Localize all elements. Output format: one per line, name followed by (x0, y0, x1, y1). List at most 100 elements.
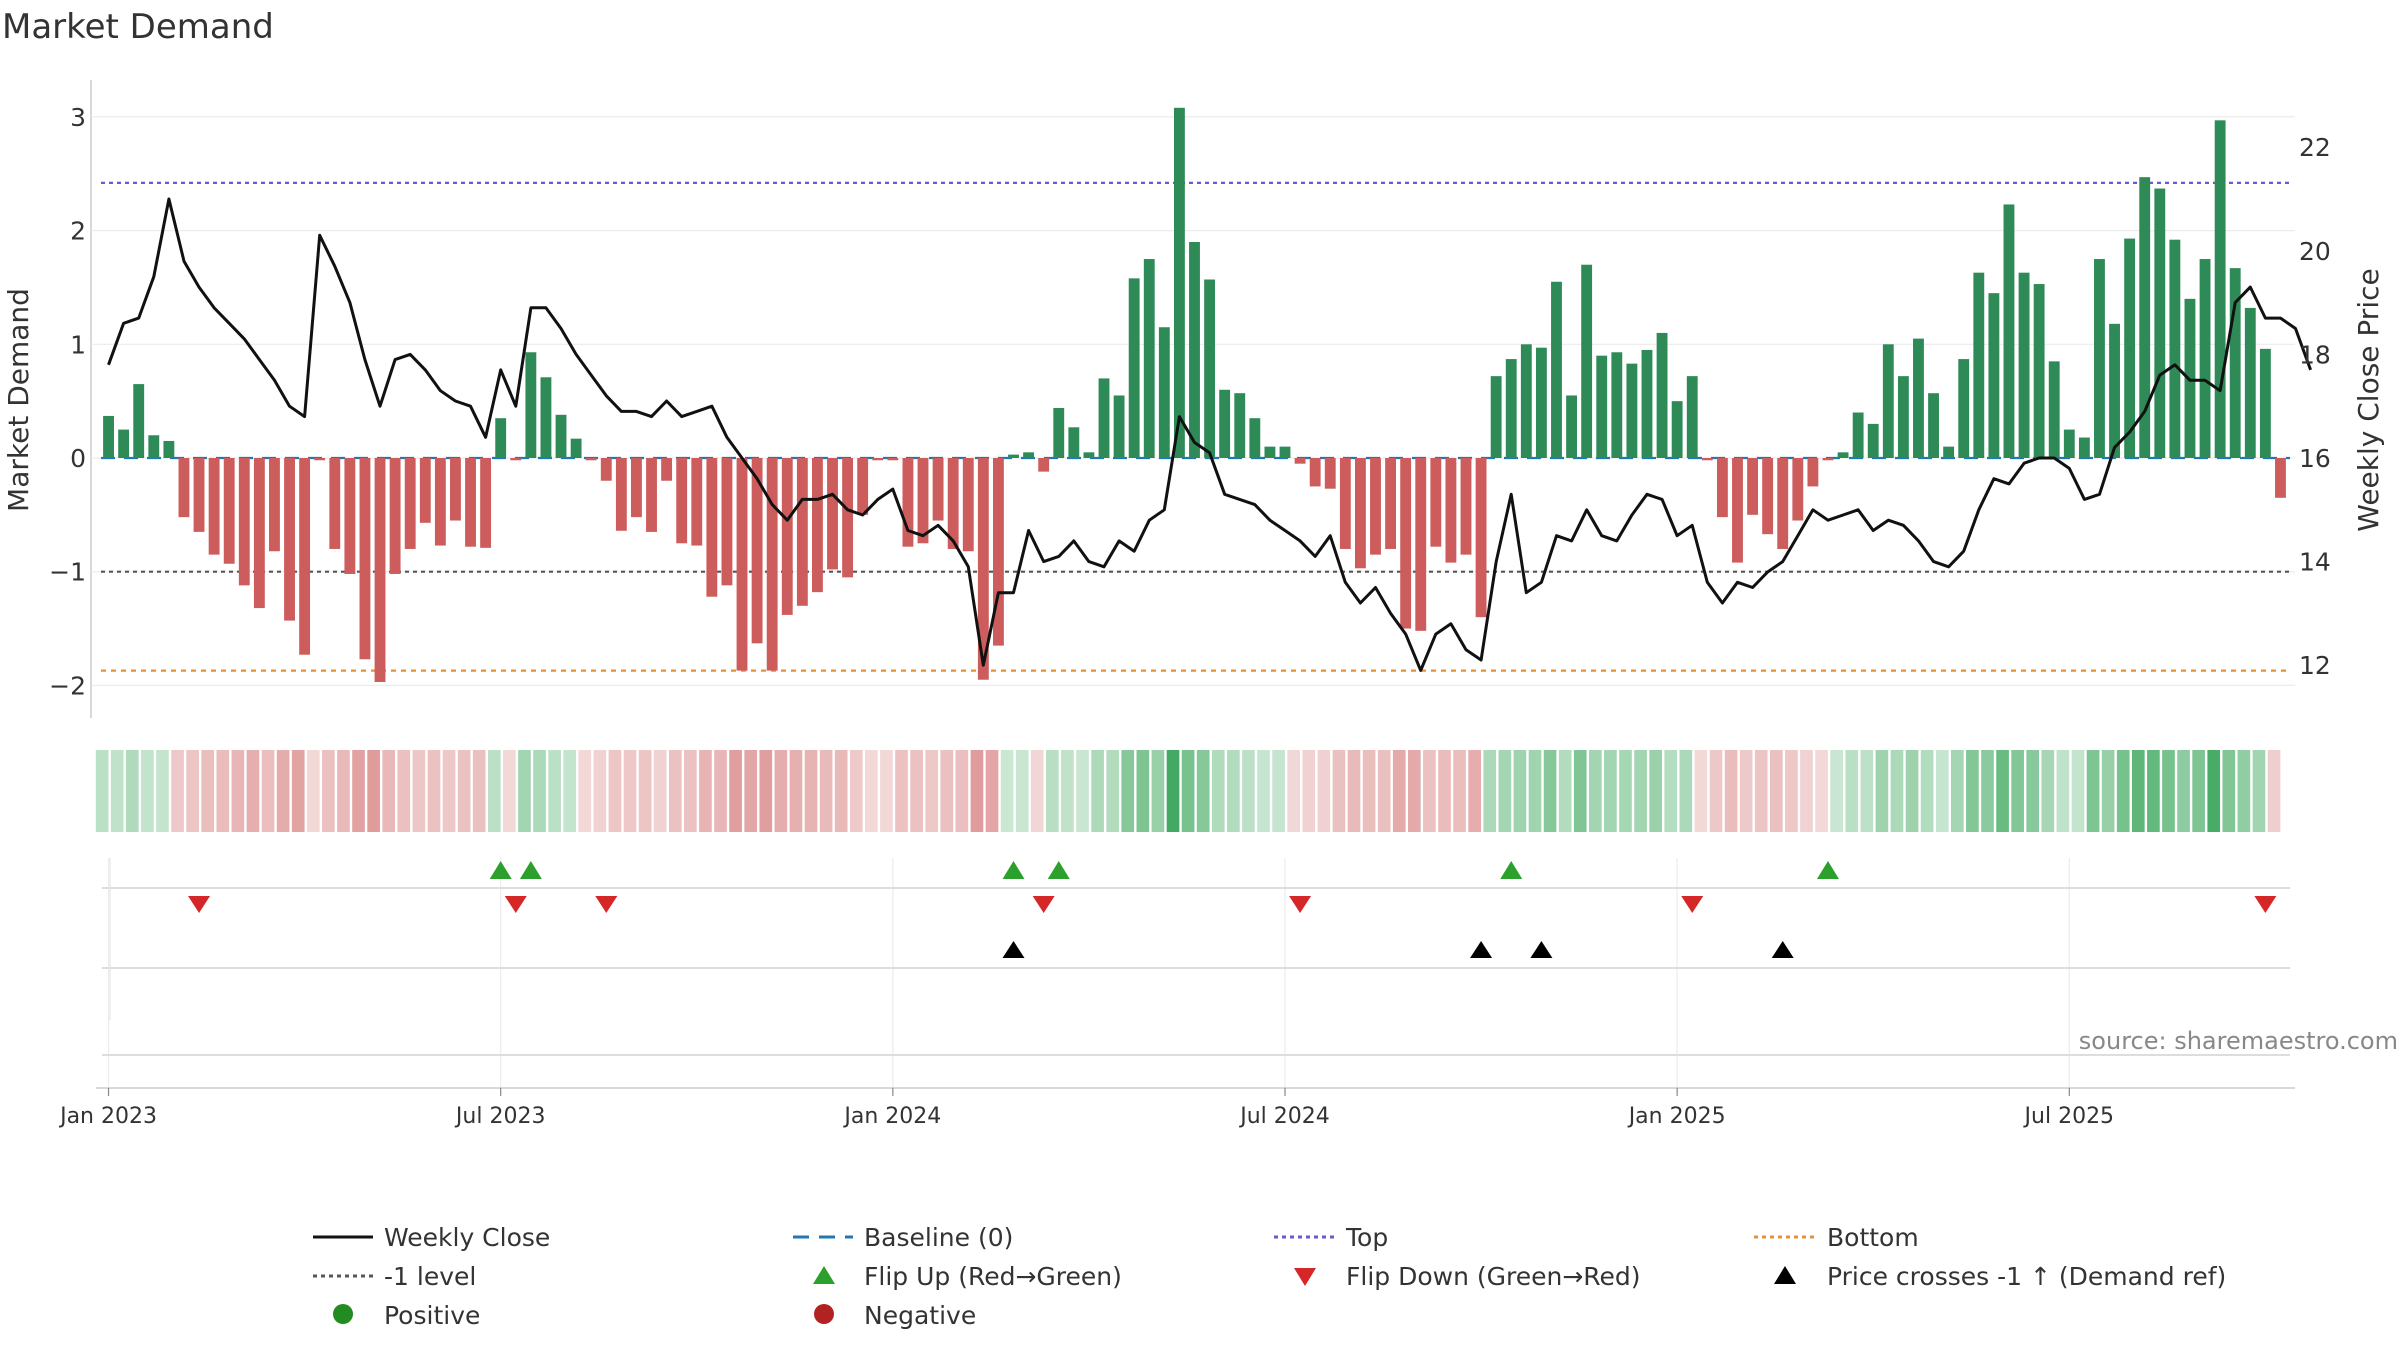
demand-bar-negative (404, 458, 416, 549)
heat-cell (1528, 750, 1542, 832)
heat-cell (412, 750, 426, 832)
heat-cell (1754, 750, 1768, 832)
demand-bar-negative (706, 458, 718, 597)
heat-cell (472, 750, 486, 832)
flip-down-marker (595, 896, 618, 913)
heat-cell (653, 750, 667, 832)
heat-cell (925, 750, 939, 832)
demand-bar-negative (1777, 458, 1789, 549)
heat-cell (291, 750, 305, 832)
demand-bar-negative (1339, 458, 1351, 549)
heat-cell (110, 750, 124, 832)
heat-cell (382, 750, 396, 832)
demand-bar-negative (1460, 458, 1472, 555)
x-tick-label: Jul 2023 (454, 1104, 546, 1129)
flip-up-marker (489, 861, 512, 879)
legend-positive-label: Positive (384, 1301, 480, 1330)
heat-cell (216, 750, 230, 832)
demand-bar-positive (1520, 344, 1532, 458)
heat-cell (955, 750, 969, 832)
demand-bar-negative (857, 458, 869, 515)
legend-bottom-label: Bottom (1827, 1223, 1919, 1252)
demand-bar-positive (2048, 361, 2060, 458)
demand-bar-negative (450, 458, 461, 521)
demand-bar-negative (374, 458, 386, 682)
heat-cell (2147, 750, 2160, 832)
heat-cell (834, 750, 848, 832)
heat-cell (2041, 750, 2055, 832)
demand-bar-positive (1264, 446, 1276, 458)
heat-cell (1845, 750, 1859, 832)
heat-cell (1287, 750, 1301, 832)
demand-bar-negative (932, 458, 944, 521)
demand-bar-negative (223, 458, 235, 564)
heat-cell (337, 750, 350, 832)
demand-bar-positive (555, 414, 567, 458)
demand-bar-negative (887, 458, 899, 461)
heat-cell (2237, 750, 2251, 832)
heat-cell (518, 750, 531, 832)
demand-bar-positive (1581, 264, 1593, 458)
demand-bar-negative (465, 458, 476, 547)
legend-item-baseline: Baseline (0) (793, 1223, 1013, 1252)
heat-cell (1121, 750, 1135, 832)
demand-bar-positive (1053, 407, 1065, 458)
legend-positive-dot-icon (333, 1304, 353, 1324)
demand-bar-positive (1626, 363, 1638, 458)
demand-bar-positive (1068, 427, 1080, 458)
demand-bar-positive (2154, 188, 2166, 458)
demand-bar-positive (1566, 395, 1577, 458)
demand-bar-positive (1008, 454, 1019, 458)
demand-bar-positive (118, 429, 130, 458)
legend-item-flip-down: Flip Down (Green→Red) (1294, 1262, 1641, 1291)
heat-cell (1996, 750, 2009, 832)
heat-cell (2267, 750, 2281, 832)
heat-cell (1166, 750, 1180, 832)
heat-cell (1498, 750, 1512, 832)
heat-cell (367, 750, 380, 832)
heat-cell (1966, 750, 1979, 832)
demand-bar-negative (947, 458, 959, 549)
chart-title: Market Demand (2, 7, 274, 47)
heat-cell (95, 750, 109, 832)
heat-cell (849, 750, 863, 832)
demand-bar-negative (646, 458, 657, 532)
heat-cell (457, 750, 471, 832)
demand-bar-negative (902, 458, 914, 547)
x-tick-label: Jul 2025 (2023, 1104, 2115, 1129)
demand-bar-negative (314, 458, 326, 461)
demand-bar-positive (2139, 177, 2151, 458)
demand-bar-positive (103, 415, 114, 458)
heat-cell (427, 750, 441, 832)
x-tick-label: Jul 2024 (1238, 1104, 1330, 1129)
heat-cell (1151, 750, 1165, 832)
heat-cell (548, 750, 561, 832)
demand-bar-positive (2259, 348, 2271, 458)
demand-bar-positive (1913, 338, 1924, 458)
heat-cell (2026, 750, 2040, 832)
heat-cell (1453, 750, 1466, 832)
demand-bar-negative (269, 458, 280, 552)
demand-bar-negative (1038, 458, 1050, 472)
heat-cell (1362, 750, 1376, 832)
demand-bar-positive (1023, 452, 1035, 458)
flip-down-marker (1289, 896, 1312, 913)
demand-bar-positive (1686, 376, 1698, 458)
heat-cell (1724, 750, 1738, 832)
heat-cell (563, 750, 577, 832)
price-cross-marker (1470, 941, 1493, 958)
heat-cell (699, 750, 712, 832)
heat-cell (865, 750, 878, 832)
demand-bar-positive (1158, 327, 1170, 458)
heat-cell (442, 750, 456, 832)
legend-top-label: Top (1345, 1223, 1388, 1252)
heat-cell (1604, 750, 1617, 832)
heat-cell (1890, 750, 1904, 832)
source-label: source: sharemaestro.com (2079, 1027, 2398, 1055)
price-cross-marker (1530, 941, 1553, 958)
heat-cell (125, 750, 139, 832)
y2-axis-label: Weekly Close Price (2352, 268, 2385, 531)
demand-bar-positive (2214, 120, 2226, 458)
heat-cell (1046, 750, 1059, 832)
heat-cell (1332, 750, 1346, 832)
